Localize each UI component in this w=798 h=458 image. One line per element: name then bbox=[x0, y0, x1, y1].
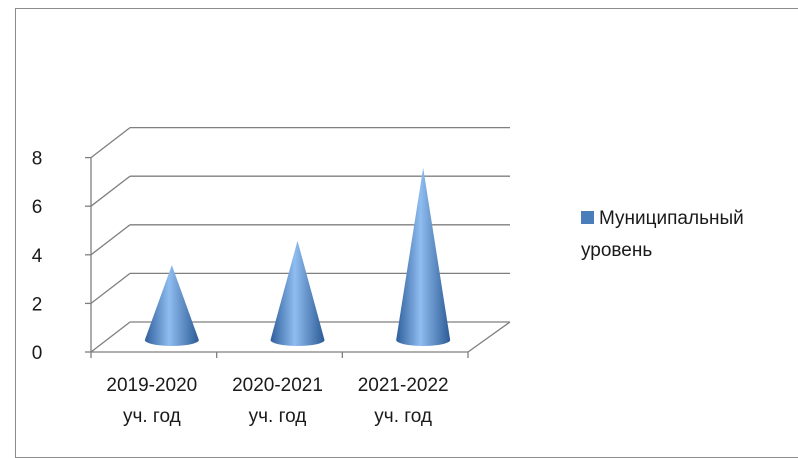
x-category-label: 2021-2022 bbox=[358, 375, 449, 396]
x-category-label: уч. год bbox=[123, 406, 181, 427]
category-label-layer: 2019-2020 уч. год 2020-2021 уч. год 2021-202… bbox=[106, 375, 448, 427]
gridline-4 bbox=[85, 224, 510, 256]
grid-layer bbox=[85, 126, 511, 358]
x-category-label: 2019-2020 bbox=[106, 375, 197, 396]
gridline-6 bbox=[85, 175, 510, 207]
gridline-8 bbox=[85, 126, 510, 159]
y-tick-label: 8 bbox=[32, 149, 43, 170]
y-tick-label: 0 bbox=[32, 343, 43, 364]
cone-bar-3 bbox=[396, 167, 451, 346]
floor-right-edge bbox=[467, 321, 511, 353]
x-category-label: уч. год bbox=[249, 406, 307, 427]
legend: Муниципальный уровень bbox=[581, 203, 796, 267]
cone-bar-1 bbox=[144, 265, 199, 346]
cone-layer bbox=[144, 167, 451, 346]
y-tick-label: 2 bbox=[32, 294, 43, 315]
cone-bar-2 bbox=[270, 240, 325, 346]
legend-label-line-1: Муниципальный bbox=[599, 208, 744, 229]
chart-frame bbox=[15, 8, 798, 458]
legend-swatch bbox=[581, 211, 594, 224]
gridline-2 bbox=[85, 272, 510, 305]
y-tick-layer: 0 2 4 6 8 bbox=[32, 149, 43, 364]
y-tick-label: 6 bbox=[32, 197, 43, 218]
x-category-label: 2020-2021 bbox=[232, 375, 323, 396]
legend-label-line-2: уровень bbox=[581, 240, 653, 261]
legend-entry: Муниципальный bbox=[581, 203, 796, 235]
x-category-label: уч. год bbox=[374, 406, 432, 427]
y-tick-label: 4 bbox=[32, 246, 43, 267]
